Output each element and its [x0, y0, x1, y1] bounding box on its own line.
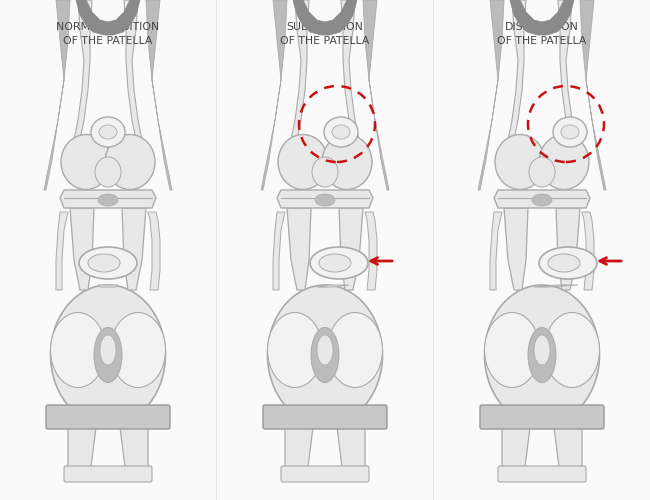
Polygon shape [494, 190, 590, 208]
Ellipse shape [319, 254, 351, 272]
FancyBboxPatch shape [46, 405, 170, 429]
Polygon shape [556, 208, 580, 290]
Polygon shape [56, 212, 68, 290]
Polygon shape [261, 0, 287, 190]
Text: SUBLUXATION
OF THE PATELLA: SUBLUXATION OF THE PATELLA [280, 22, 370, 46]
Polygon shape [363, 0, 389, 190]
Ellipse shape [100, 335, 116, 365]
Ellipse shape [51, 312, 105, 388]
Ellipse shape [553, 117, 587, 147]
Polygon shape [76, 0, 140, 35]
Ellipse shape [545, 312, 599, 388]
Ellipse shape [79, 247, 137, 279]
Ellipse shape [539, 247, 597, 279]
Polygon shape [60, 190, 156, 208]
Polygon shape [341, 0, 367, 175]
Ellipse shape [310, 247, 368, 279]
Polygon shape [293, 0, 357, 35]
Ellipse shape [268, 312, 322, 388]
Polygon shape [582, 212, 594, 290]
Ellipse shape [534, 335, 550, 365]
Ellipse shape [312, 157, 338, 187]
Polygon shape [283, 0, 309, 175]
Polygon shape [273, 212, 285, 290]
Ellipse shape [484, 312, 540, 388]
FancyBboxPatch shape [480, 405, 604, 429]
Ellipse shape [105, 134, 155, 190]
FancyBboxPatch shape [498, 466, 586, 482]
Ellipse shape [548, 254, 580, 272]
Ellipse shape [311, 328, 339, 382]
Polygon shape [337, 427, 365, 475]
Polygon shape [478, 0, 504, 190]
Ellipse shape [315, 194, 335, 206]
Ellipse shape [94, 328, 122, 382]
Polygon shape [44, 0, 70, 190]
Polygon shape [339, 208, 363, 290]
Ellipse shape [88, 254, 120, 272]
Polygon shape [277, 190, 373, 208]
Polygon shape [558, 0, 584, 175]
Polygon shape [124, 0, 150, 175]
Polygon shape [554, 427, 582, 475]
Ellipse shape [322, 134, 372, 190]
Polygon shape [122, 208, 146, 290]
Polygon shape [504, 208, 528, 290]
Polygon shape [285, 427, 313, 475]
Ellipse shape [278, 134, 328, 190]
Ellipse shape [484, 285, 599, 425]
Ellipse shape [529, 157, 555, 187]
Ellipse shape [532, 194, 552, 206]
Polygon shape [580, 0, 606, 190]
Polygon shape [120, 427, 148, 475]
Polygon shape [70, 208, 94, 290]
Polygon shape [534, 285, 578, 287]
Polygon shape [146, 0, 172, 190]
Ellipse shape [61, 134, 111, 190]
FancyBboxPatch shape [281, 466, 369, 482]
Ellipse shape [495, 134, 545, 190]
Polygon shape [500, 0, 526, 175]
Polygon shape [490, 212, 502, 290]
Ellipse shape [324, 117, 358, 147]
Text: DISLOCATION
OF THE PATELLA: DISLOCATION OF THE PATELLA [497, 22, 587, 46]
Ellipse shape [328, 312, 382, 388]
Text: NORMAL POSITION
OF THE PATELLA: NORMAL POSITION OF THE PATELLA [57, 22, 160, 46]
Polygon shape [287, 208, 311, 290]
Polygon shape [502, 427, 530, 475]
Ellipse shape [332, 125, 350, 139]
Ellipse shape [268, 285, 382, 425]
Polygon shape [510, 0, 574, 35]
Polygon shape [68, 427, 96, 475]
Polygon shape [317, 285, 349, 287]
Ellipse shape [528, 328, 556, 382]
Ellipse shape [91, 117, 125, 147]
Ellipse shape [99, 125, 117, 139]
FancyBboxPatch shape [64, 466, 152, 482]
Ellipse shape [111, 312, 166, 388]
Polygon shape [365, 212, 377, 290]
FancyBboxPatch shape [263, 405, 387, 429]
Ellipse shape [51, 285, 166, 425]
Ellipse shape [98, 194, 118, 206]
Polygon shape [98, 285, 118, 287]
Ellipse shape [317, 335, 333, 365]
Ellipse shape [95, 157, 121, 187]
Ellipse shape [539, 134, 589, 190]
Ellipse shape [561, 125, 579, 139]
Polygon shape [66, 0, 92, 175]
Polygon shape [148, 212, 160, 290]
